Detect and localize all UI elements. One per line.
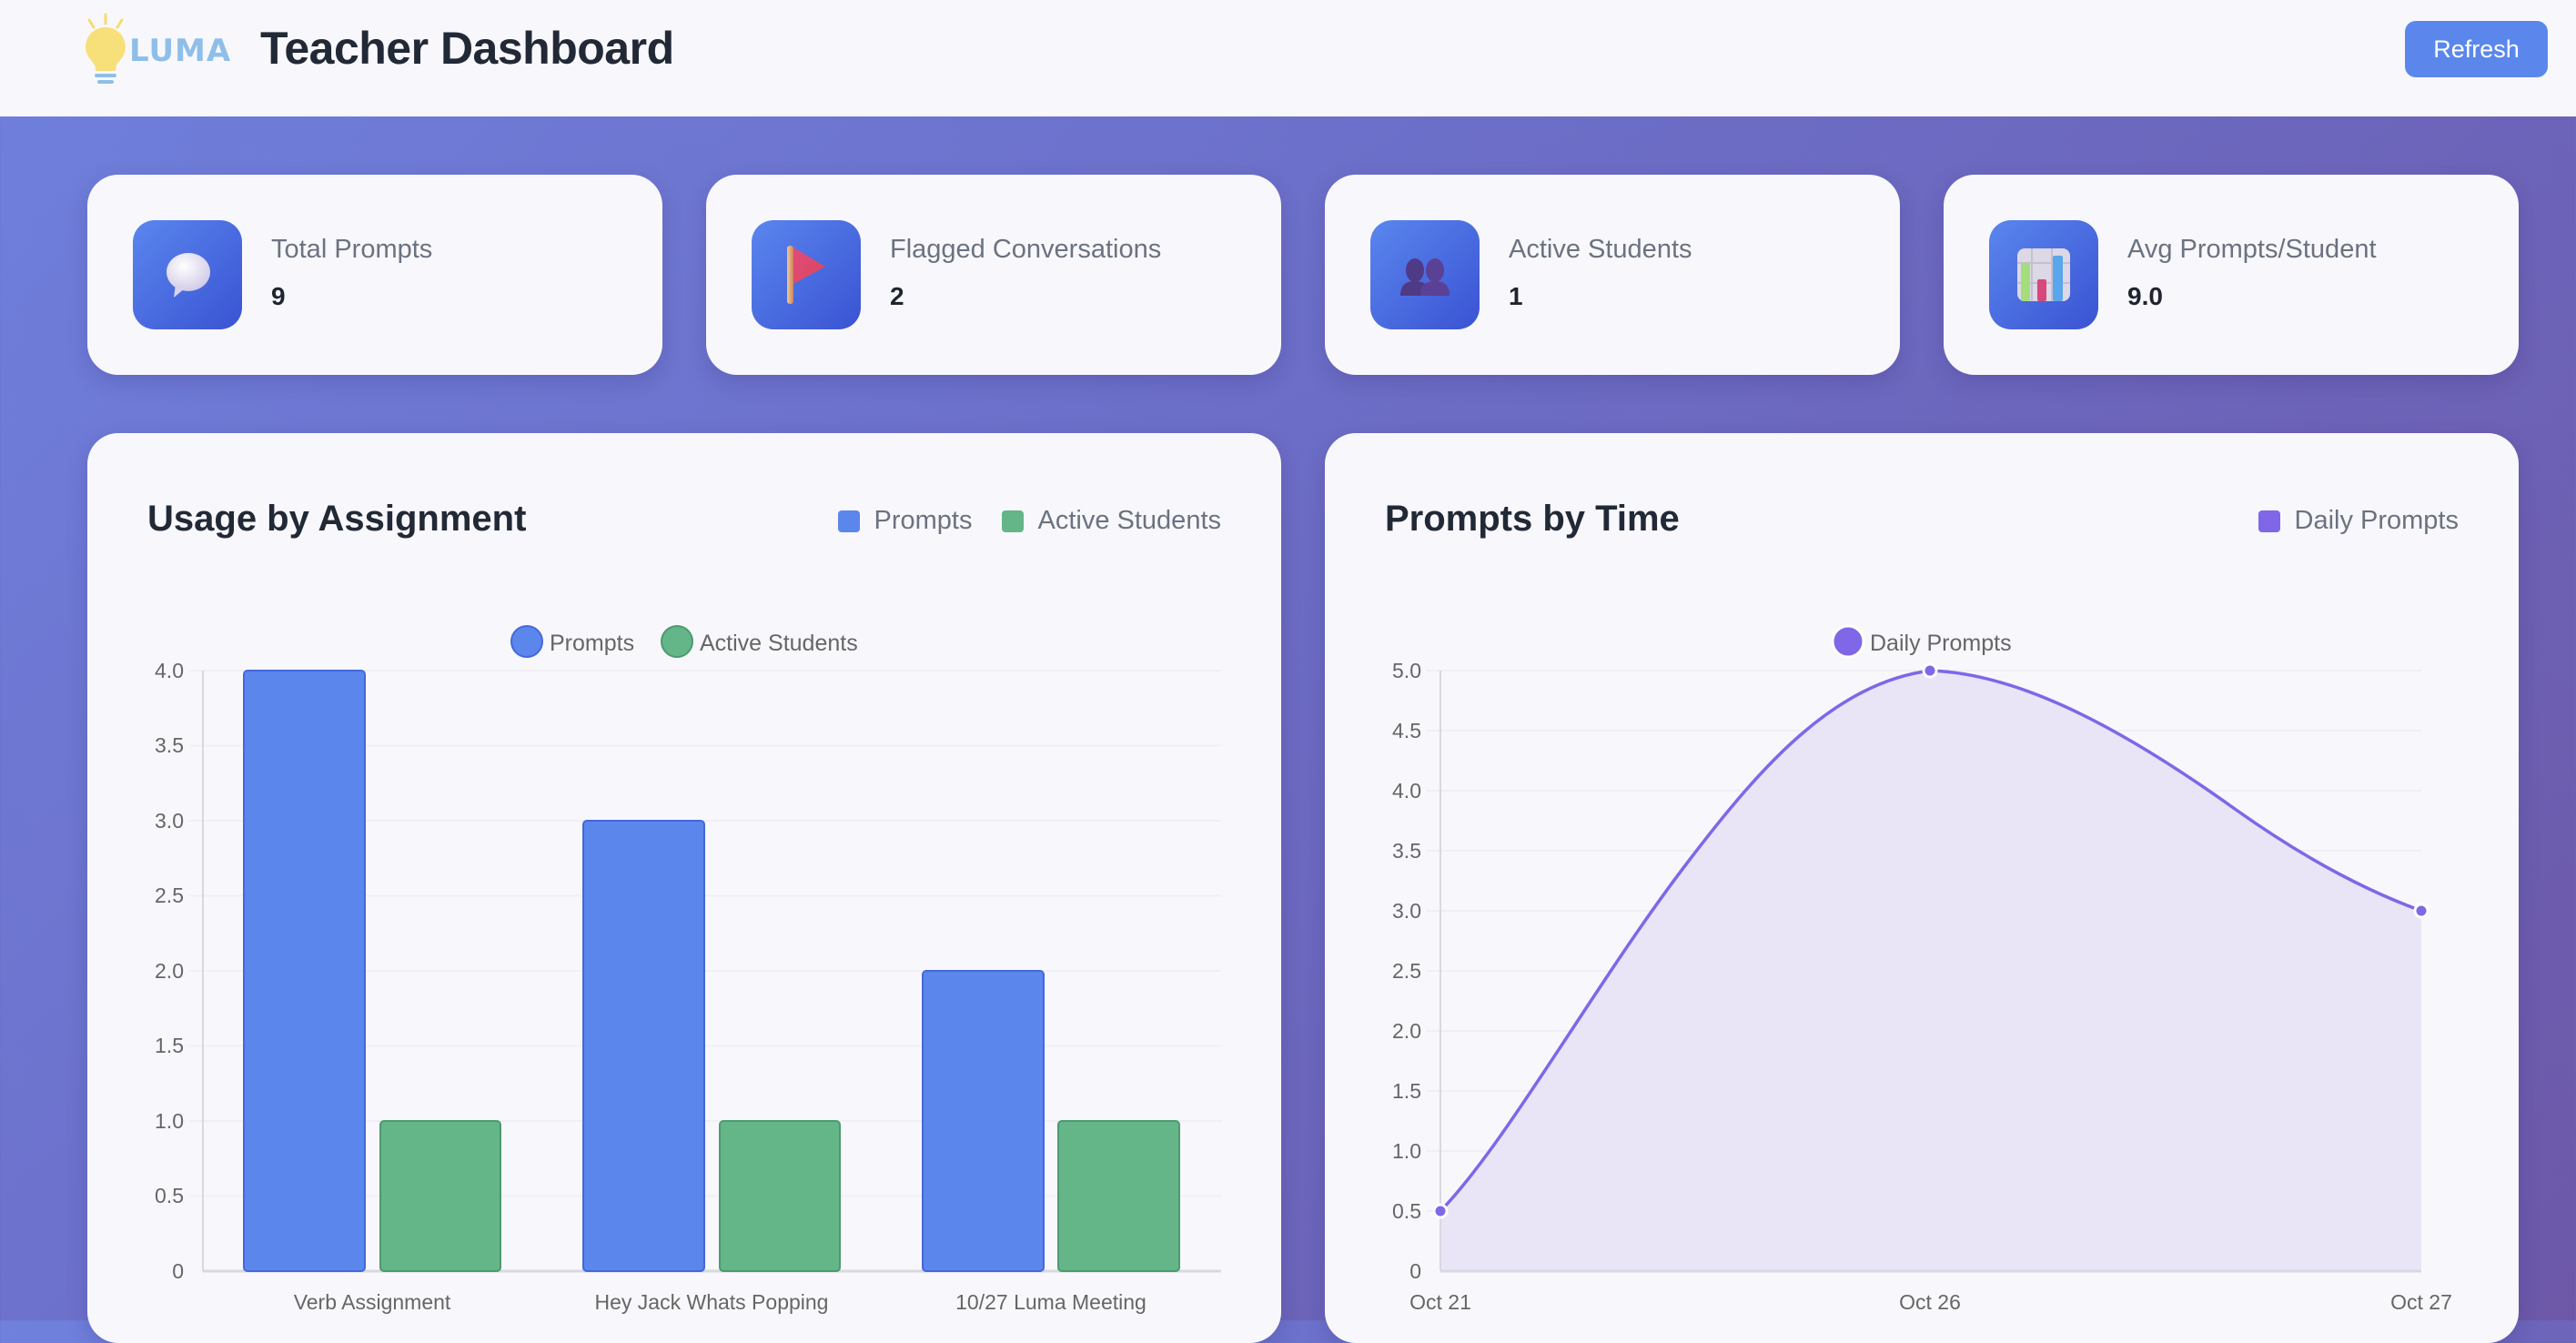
bar-active-students-luma-meeting[interactable] — [1057, 1120, 1180, 1272]
legend-label: Daily Prompts — [2294, 506, 2460, 535]
data-points — [1432, 662, 2430, 1219]
svg-text:Verb Assignment: Verb Assignment — [294, 1290, 451, 1314]
svg-text:2.0: 2.0 — [155, 959, 184, 983]
svg-text:0.5: 0.5 — [155, 1184, 184, 1207]
svg-text:0: 0 — [172, 1259, 184, 1283]
stat-value: 9.0 — [2127, 282, 2163, 310]
bars — [243, 670, 1180, 1272]
stat-label: Avg Prompts/Student — [2127, 235, 2377, 264]
legend-label[interactable]: Daily Prompts — [1870, 631, 2012, 656]
bar-prompts-luma-meeting[interactable] — [922, 970, 1045, 1272]
bar-chart-icon — [1989, 220, 2098, 329]
y-tick-labels: 0 0.5 1.0 1.5 2.0 2.5 3.0 3.5 4.0 — [155, 659, 184, 1283]
svg-text:3.0: 3.0 — [1392, 899, 1421, 923]
svg-text:4.0: 4.0 — [155, 659, 184, 682]
bar-active-students-hey-jack[interactable] — [719, 1120, 841, 1272]
area-fill — [1440, 671, 2421, 1271]
legend-dot-prompts[interactable] — [510, 625, 543, 658]
legend-label: Active Students — [1037, 506, 1222, 535]
legend-item-prompts: Prompts — [837, 506, 973, 536]
legend-swatch — [2258, 510, 2280, 532]
panel-title: Prompts by Time — [1385, 499, 1680, 539]
prompts-line-chart: Daily Prompts 0 0.5 1 — [1392, 624, 2452, 1314]
refresh-button[interactable]: Refresh — [2405, 21, 2548, 77]
stat-label: Flagged Conversations — [890, 235, 1162, 264]
legend-label[interactable]: Prompts — [550, 631, 634, 656]
panel-title: Usage by Assignment — [147, 499, 527, 539]
stat-label: Active Students — [1509, 235, 1692, 264]
bar-prompts-hey-jack[interactable] — [582, 820, 705, 1272]
svg-text:5.0: 5.0 — [1392, 659, 1421, 682]
point-oct-21[interactable] — [1432, 1203, 1449, 1219]
svg-text:3.5: 3.5 — [1392, 839, 1421, 863]
stat-label: Total Prompts — [271, 235, 433, 264]
svg-text:0: 0 — [1409, 1259, 1421, 1283]
point-oct-26[interactable] — [1922, 662, 1938, 679]
svg-text:Hey Jack Whats Popping: Hey Jack Whats Popping — [595, 1290, 829, 1314]
svg-text:2.5: 2.5 — [155, 884, 184, 907]
svg-text:1.5: 1.5 — [1392, 1079, 1421, 1103]
chart-legend[interactable]: Prompts Active Students — [510, 625, 858, 658]
legend-item-active-students: Active Students — [1001, 506, 1222, 536]
legend-label[interactable]: Active Students — [700, 631, 858, 656]
prompts-by-time-panel: Prompts by Time Daily Prompts Daily Prom… — [1325, 433, 2519, 1343]
legend-dot-daily-prompts[interactable] — [1831, 624, 1865, 659]
stat-value: 2 — [890, 282, 904, 310]
stat-value: 9 — [271, 282, 286, 310]
svg-text:Oct 21: Oct 21 — [1409, 1290, 1471, 1314]
logo-text: LUMA — [129, 33, 232, 69]
usage-bar-chart: Prompts Active Students 0 0.5 1.0 1.5 2.… — [155, 625, 1221, 1314]
legend-dot-active-students[interactable] — [661, 625, 693, 658]
flag-icon — [752, 220, 861, 329]
svg-text:1.5: 1.5 — [155, 1034, 184, 1057]
svg-text:1.0: 1.0 — [155, 1109, 184, 1133]
legend-label: Prompts — [874, 506, 973, 535]
point-oct-27[interactable] — [2413, 903, 2430, 919]
stat-value: 1 — [1509, 282, 1523, 310]
stat-card-avg-prompts-student: Avg Prompts/Student 9.0 — [1944, 175, 2519, 375]
legend-swatch — [837, 510, 860, 532]
panel-legend: Daily Prompts — [2229, 506, 2460, 536]
legend-item-daily-prompts: Daily Prompts — [2258, 506, 2460, 536]
x-tick-labels: Verb Assignment Hey Jack Whats Popping 1… — [294, 1290, 1147, 1314]
svg-text:Oct 27: Oct 27 — [2390, 1290, 2452, 1314]
svg-text:0.5: 0.5 — [1392, 1199, 1421, 1223]
svg-text:3.0: 3.0 — [155, 809, 184, 833]
lightbulb-icon — [86, 13, 126, 84]
svg-text:10/27 Luma Meeting: 10/27 Luma Meeting — [955, 1290, 1147, 1314]
speech-bubble-icon — [133, 220, 242, 329]
svg-text:4.5: 4.5 — [1392, 719, 1421, 742]
daily-prompts-line — [1439, 669, 2422, 1213]
stat-card-active-students: Active Students 1 — [1325, 175, 1900, 375]
bar-prompts-verb-assignment[interactable] — [243, 670, 366, 1272]
y-tick-labels: 0 0.5 1.0 1.5 2.0 2.5 3.0 3.5 4.0 4.5 5.… — [1392, 659, 1421, 1283]
bar-active-students-verb-assignment[interactable] — [379, 1120, 501, 1272]
svg-text:3.5: 3.5 — [155, 733, 184, 757]
svg-text:2.5: 2.5 — [1392, 959, 1421, 983]
page-title: Teacher Dashboard — [260, 23, 674, 74]
svg-text:2.0: 2.0 — [1392, 1019, 1421, 1043]
luma-logo[interactable]: LUMA — [80, 13, 230, 86]
stat-card-flagged-conversations: Flagged Conversations 2 — [706, 175, 1281, 375]
usage-by-assignment-panel: Usage by Assignment Prompts Active Stude… — [87, 433, 1281, 1343]
top-header: LUMA Teacher Dashboard Refresh — [0, 0, 2576, 116]
svg-text:Oct 26: Oct 26 — [1899, 1290, 1961, 1314]
svg-text:1.0: 1.0 — [1392, 1139, 1421, 1163]
panel-legend: Prompts Active Students — [809, 506, 1221, 536]
x-tick-labels: Oct 21 Oct 26 Oct 27 — [1409, 1290, 2452, 1314]
svg-text:4.0: 4.0 — [1392, 779, 1421, 803]
legend-swatch — [1001, 510, 1024, 532]
chart-legend[interactable]: Daily Prompts — [1831, 624, 2012, 659]
users-icon — [1370, 220, 1480, 329]
stat-card-total-prompts: Total Prompts 9 — [87, 175, 662, 375]
